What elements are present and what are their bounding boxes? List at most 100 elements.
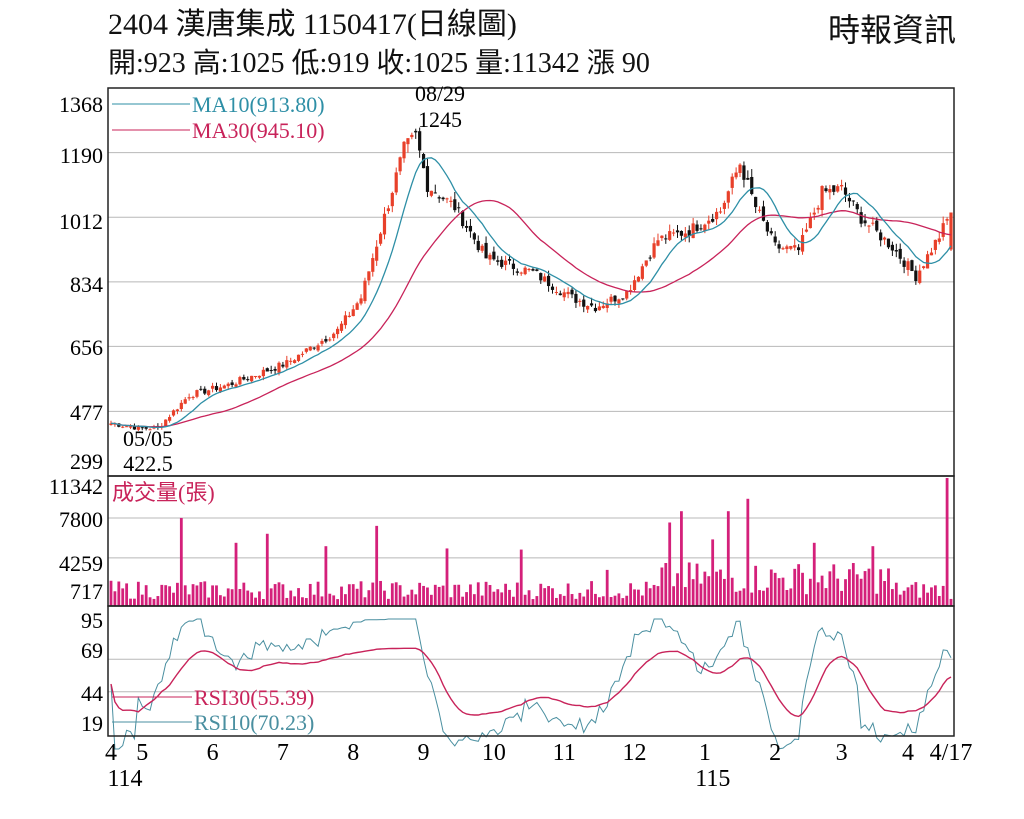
candle-down bbox=[418, 131, 422, 151]
x-tick-label: 8 bbox=[347, 740, 359, 766]
ohlc-summary: 開:923 高:1025 低:919 收:1025 量:11342 漲 90 bbox=[108, 48, 650, 79]
candle-down bbox=[484, 242, 488, 259]
candle-down bbox=[425, 166, 430, 192]
candle-up bbox=[406, 138, 410, 145]
candle-down bbox=[593, 307, 598, 312]
volume-bar bbox=[519, 549, 523, 606]
volume-bar bbox=[781, 577, 785, 606]
candle-up bbox=[562, 292, 566, 298]
candle-down bbox=[879, 232, 883, 241]
rsi10-legend: RSI10(70.23) bbox=[194, 710, 314, 735]
volume-bar bbox=[746, 498, 750, 606]
candle-down bbox=[496, 260, 500, 262]
volume-bar bbox=[848, 569, 851, 606]
rsi-panel bbox=[110, 618, 952, 750]
candle-down bbox=[699, 228, 703, 230]
candle-down bbox=[894, 250, 898, 252]
candle-up bbox=[949, 212, 953, 250]
candle-up bbox=[277, 362, 281, 373]
candle-up bbox=[355, 303, 359, 310]
volume-bar bbox=[332, 595, 336, 606]
volume-bar bbox=[160, 584, 164, 606]
x-tick-label: 6 bbox=[207, 740, 219, 766]
candle-down bbox=[675, 230, 680, 233]
candle-down bbox=[468, 225, 473, 232]
candle-down bbox=[414, 130, 418, 133]
volume-bar bbox=[441, 585, 445, 606]
volume-bar bbox=[762, 590, 765, 606]
volume-bar bbox=[711, 539, 715, 606]
volume-ytick: 4259 bbox=[59, 551, 103, 576]
candle-up bbox=[359, 298, 363, 304]
volume-bar bbox=[242, 582, 246, 606]
candle-down bbox=[570, 289, 574, 295]
candle-up bbox=[929, 252, 934, 256]
volume-bar bbox=[660, 567, 664, 606]
volume-bar bbox=[773, 572, 777, 606]
candle-up bbox=[543, 276, 547, 282]
candle-down bbox=[269, 370, 273, 372]
volume-bar bbox=[535, 596, 539, 606]
volume-bar bbox=[777, 578, 781, 606]
volume-bar bbox=[168, 586, 172, 606]
candle-up bbox=[210, 385, 215, 389]
volume-bar bbox=[637, 589, 640, 606]
volume-bar bbox=[426, 587, 429, 606]
candle-up bbox=[656, 240, 660, 246]
candle-down bbox=[902, 260, 906, 267]
volume-bar bbox=[949, 598, 953, 606]
volume-bar bbox=[726, 511, 730, 606]
candle-down bbox=[464, 226, 469, 228]
candle-up bbox=[336, 328, 340, 335]
rsi-ytick: 19 bbox=[81, 711, 103, 736]
candle-down bbox=[859, 212, 863, 224]
volume-bar bbox=[136, 581, 140, 606]
volume-bar bbox=[414, 594, 418, 606]
volume-bar bbox=[910, 584, 914, 606]
candle-down bbox=[711, 218, 715, 222]
candle-down bbox=[546, 275, 551, 287]
volume-bar bbox=[469, 584, 472, 606]
candle-up bbox=[726, 191, 730, 203]
volume-bar bbox=[273, 584, 277, 606]
volume-bar bbox=[785, 589, 789, 606]
candle-up bbox=[804, 229, 809, 232]
x-tick-label: 10 bbox=[482, 740, 506, 766]
volume-bar bbox=[234, 542, 238, 606]
volume-bar bbox=[191, 584, 195, 606]
volume-bar bbox=[875, 593, 879, 606]
volume-bar bbox=[644, 581, 648, 606]
candle-up bbox=[922, 266, 926, 269]
candle-up bbox=[601, 305, 605, 309]
candle-up bbox=[937, 238, 941, 242]
volume-ytick: 7800 bbox=[59, 507, 103, 532]
volume-bar bbox=[433, 584, 437, 606]
candle-up bbox=[375, 246, 379, 261]
volume-bar bbox=[125, 583, 129, 606]
volume-bar bbox=[246, 590, 250, 606]
candle-down bbox=[777, 244, 781, 249]
volume-bar bbox=[285, 597, 289, 606]
candle-up bbox=[691, 223, 695, 239]
volume-bar bbox=[390, 583, 394, 606]
volume-bar bbox=[703, 571, 707, 606]
candle-up bbox=[191, 397, 195, 399]
volume-bar bbox=[265, 533, 269, 606]
volume-bar bbox=[371, 582, 375, 606]
low-date-annotation: 05/05 bbox=[123, 426, 173, 451]
volume-bar bbox=[570, 594, 574, 606]
volume-bar bbox=[742, 588, 746, 606]
volume-bar bbox=[562, 595, 566, 606]
rsi10-line bbox=[110, 618, 952, 750]
candle-down bbox=[507, 259, 512, 261]
candle-up bbox=[918, 270, 922, 283]
volume-bar bbox=[586, 589, 590, 606]
volume-bar bbox=[898, 594, 902, 606]
candle-down bbox=[453, 199, 457, 211]
volume-bar bbox=[812, 542, 816, 606]
volume-bar bbox=[590, 581, 593, 606]
candle-up bbox=[504, 260, 508, 265]
candle-up bbox=[554, 291, 558, 293]
candle-up bbox=[683, 233, 687, 238]
volume-bar bbox=[808, 578, 812, 606]
